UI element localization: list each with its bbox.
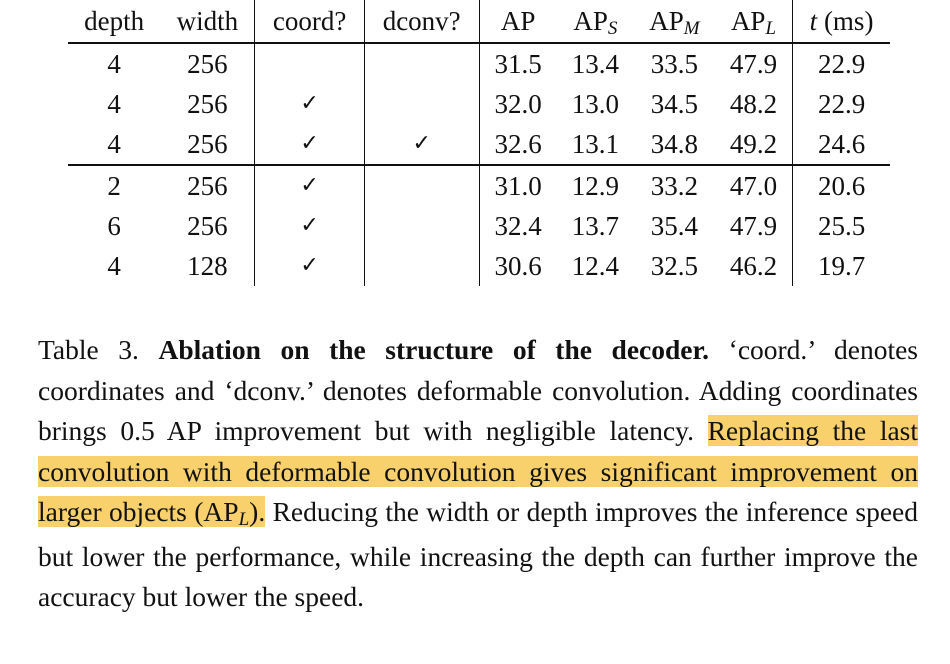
cell-t: 20.6	[792, 165, 890, 206]
highlight-close: ).	[249, 496, 266, 527]
col-header-time: t (ms)	[792, 0, 890, 44]
cell-aps: 13.4	[571, 48, 620, 79]
cell-depth: 4	[107, 48, 121, 79]
cell-t: 22.9	[792, 84, 890, 124]
cell-width: 256	[187, 48, 228, 79]
cell-apl: 48.2	[729, 88, 778, 119]
cell-t: 19.7	[792, 246, 890, 286]
cell-t: 24.6	[792, 124, 890, 166]
table-row: 4 256 31.5 13.4 33.5 47.9 22.9	[68, 43, 890, 84]
table-row: 6 256 ✓ 32.4 13.7 35.4 47.9 25.5	[68, 206, 890, 246]
col-header-width: width	[160, 0, 255, 44]
cell-apl: 47.0	[729, 170, 778, 201]
aps-base: AP	[573, 5, 608, 36]
cell-depth: 4	[107, 88, 121, 119]
cell-ap: 32.6	[478, 124, 557, 166]
cell-ap: 32.4	[478, 206, 557, 246]
table-header: depth width coord? dconv? AP APS APM APL…	[68, 0, 890, 44]
caption-text-2: Reducing the width or depth improves the…	[38, 496, 919, 612]
cell-apm: 33.2	[650, 170, 699, 201]
apl-sub: L	[765, 17, 777, 39]
col-header-apm: APM	[634, 0, 715, 44]
time-unit: (ms)	[823, 5, 874, 36]
cell-width: 256	[187, 170, 228, 201]
cell-depth: 6	[107, 210, 121, 241]
cell-ap: 31.5	[478, 43, 557, 84]
cell-apl: 47.9	[729, 210, 778, 241]
cell-ap: 30.6	[478, 246, 557, 286]
cell-apm: 33.5	[650, 48, 699, 79]
col-header-dconv: dconv?	[363, 0, 480, 44]
ablation-table: depth width coord? dconv? AP APS APM APL…	[68, 0, 890, 286]
cell-width: 256	[187, 210, 228, 241]
cell-width: 256	[160, 124, 255, 166]
highlight-text: Replacing the last convolution with defo…	[38, 415, 919, 527]
cell-coord: ✓	[254, 165, 365, 206]
cell-aps: 13.0	[571, 88, 620, 119]
table-body: 4 256 31.5 13.4 33.5 47.9 22.9 4 256 ✓ 32.0 13.0 34.…	[68, 43, 890, 286]
table-row: 4 128 ✓ 30.6 12.4 32.5 46.2 19.7	[68, 246, 890, 286]
cell-aps: 12.4	[571, 250, 620, 281]
highlight-sub: L	[238, 509, 250, 530]
cell-apl: 46.2	[729, 250, 778, 281]
caption-title: Ablation on the structure of the decoder…	[158, 334, 710, 365]
apl-base: AP	[730, 5, 766, 36]
apm-sub: M	[683, 17, 700, 39]
cell-apm: 32.5	[650, 250, 699, 281]
cell-ap: 32.0	[478, 84, 557, 124]
cell-depth: 2	[107, 170, 121, 201]
cell-coord: ✓	[254, 84, 365, 124]
cell-t: 25.5	[792, 206, 890, 246]
col-header-coord: coord?	[254, 0, 365, 44]
col-header-ap: AP	[478, 0, 557, 44]
cell-dconv	[363, 84, 480, 124]
cell-apm: 34.8	[634, 124, 715, 166]
cell-coord: ✓	[254, 124, 365, 166]
cell-apm: 35.4	[650, 210, 699, 241]
cell-depth: 4	[68, 124, 161, 166]
table-row: 2 256 ✓ 31.0 12.9 33.2 47.0 20.6	[68, 165, 890, 206]
col-header-depth: depth	[68, 0, 161, 44]
cell-dconv	[363, 165, 480, 206]
cell-dconv: ✓	[363, 124, 480, 166]
cell-t: 22.9	[792, 43, 890, 84]
cell-ap: 31.0	[478, 165, 557, 206]
cell-width: 128	[187, 250, 228, 281]
header-row: depth width coord? dconv? AP APS APM APL…	[68, 0, 890, 44]
cell-apl: 49.2	[714, 124, 793, 166]
caption-text-1: ‘coord.’ denotes coordinates and ‘dconv.…	[38, 334, 919, 446]
col-header-apl: APL	[714, 0, 793, 44]
cell-coord: ✓	[254, 206, 365, 246]
caption-label: Table 3.	[38, 334, 139, 365]
cell-dconv	[363, 206, 480, 246]
cell-width: 256	[187, 88, 228, 119]
cell-dconv	[363, 43, 480, 84]
cell-aps: 13.7	[571, 210, 620, 241]
cell-coord	[254, 43, 365, 84]
apm-base: AP	[649, 5, 684, 36]
col-header-aps: APS	[556, 0, 634, 44]
time-var: t	[809, 5, 818, 36]
table-caption: Table 3. Ablation on the structure of th…	[38, 330, 919, 618]
cell-depth: 4	[107, 250, 121, 281]
table-row: 4 256 ✓ ✓ 32.6 13.1 34.8 49.2 24.6	[68, 124, 890, 166]
cell-apm: 34.5	[650, 88, 699, 119]
aps-sub: S	[607, 17, 618, 39]
cell-apl: 47.9	[729, 48, 778, 79]
cell-dconv	[363, 246, 480, 286]
cell-aps: 12.9	[571, 170, 620, 201]
cell-aps: 13.1	[556, 124, 634, 166]
cell-coord: ✓	[254, 246, 365, 286]
table-row: 4 256 ✓ 32.0 13.0 34.5 48.2 22.9	[68, 84, 890, 124]
